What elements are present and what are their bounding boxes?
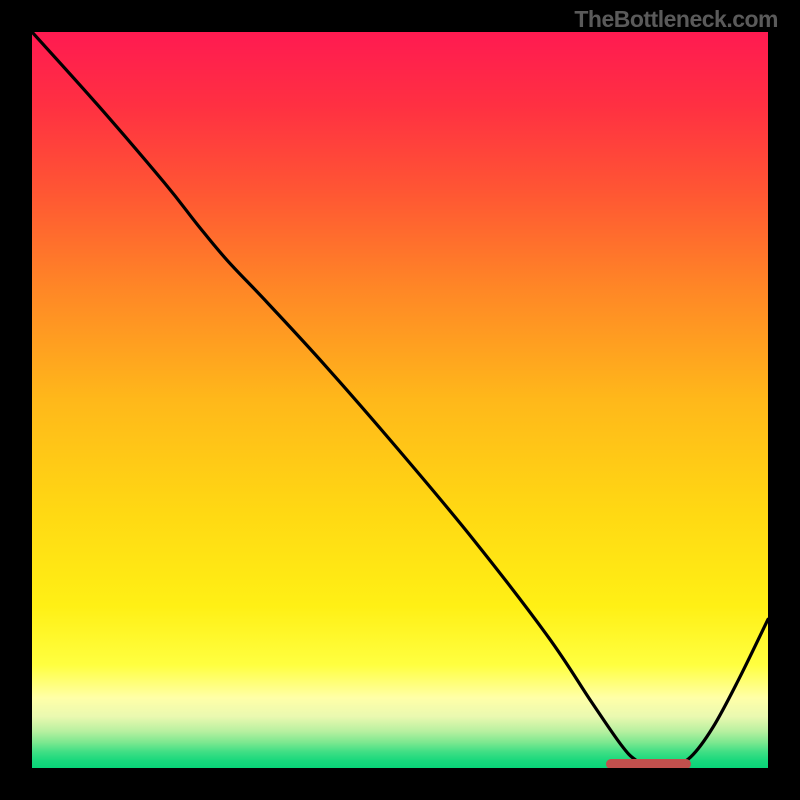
chart-plot-area: [32, 32, 768, 768]
optimal-range-marker: [606, 759, 691, 768]
watermark-text: TheBottleneck.com: [574, 6, 778, 33]
chart-curve: [32, 32, 768, 768]
